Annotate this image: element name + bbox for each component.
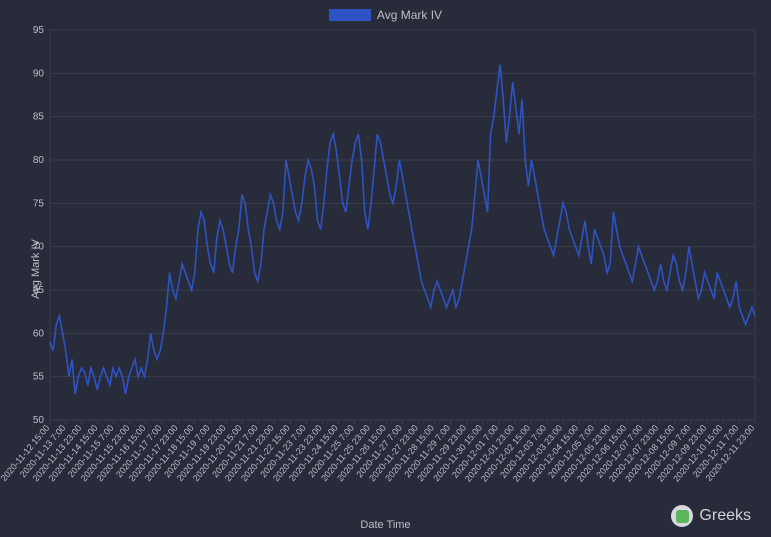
watermark-text: Greeks [699, 507, 751, 525]
y-axis-title: Avg Mark IV [30, 239, 42, 299]
y-tick-label: 85 [33, 112, 45, 123]
y-tick-label: 60 [33, 328, 45, 339]
y-tick-label: 95 [33, 25, 45, 36]
legend-item: Avg Mark IV [329, 8, 442, 22]
y-tick-label: 80 [33, 155, 45, 166]
legend: Avg Mark IV [0, 8, 771, 26]
legend-swatch [329, 9, 371, 21]
plot-area [50, 30, 755, 420]
y-tick-label: 90 [33, 68, 45, 79]
y-tick-label: 75 [33, 198, 45, 209]
x-axis-title: Date Time [0, 519, 771, 531]
chart-container: Avg Mark IV Avg Mark IV Date Time 505560… [0, 0, 771, 537]
legend-label: Avg Mark IV [377, 8, 442, 22]
watermark: Greeks [671, 505, 751, 527]
wechat-icon [671, 505, 693, 527]
chart-svg: 505560657075808590952020-11-12 15:002020… [0, 0, 771, 537]
series-line [50, 65, 755, 394]
y-tick-label: 55 [33, 372, 45, 383]
